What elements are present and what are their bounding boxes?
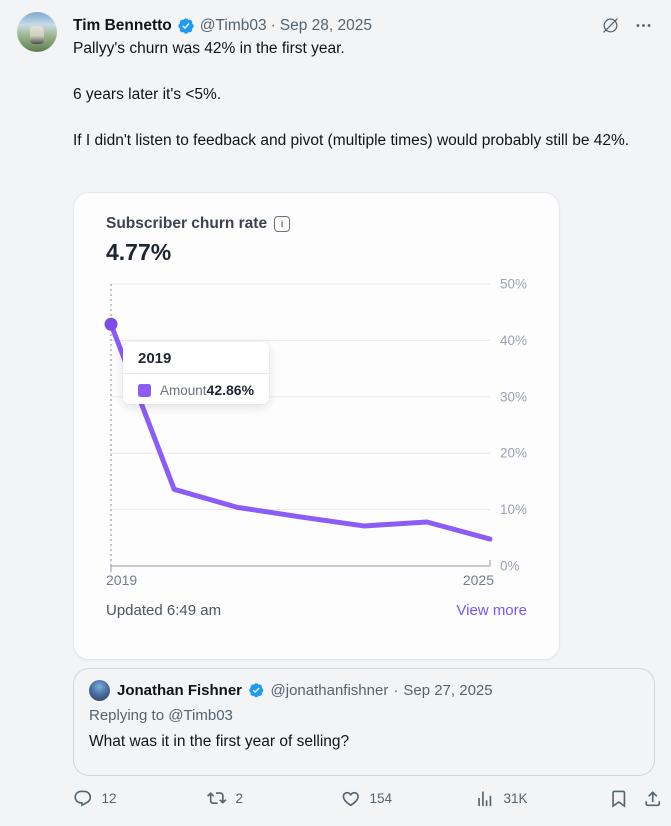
tweet-top-actions: [601, 16, 653, 35]
quoted-tweet-card[interactable]: Jonathan Fishner @jonathanfishner · Sep …: [73, 668, 655, 776]
share-button[interactable]: [643, 789, 663, 809]
quote-text: What was it in the first year of selling…: [89, 733, 350, 750]
svg-text:50%: 50%: [500, 277, 527, 292]
chart-tooltip: 2019 Amount 42.86%: [123, 342, 269, 404]
like-count: 154: [369, 791, 393, 807]
chart-card-footer: Updated 6:49 am View more: [106, 602, 527, 619]
repost-count: 2: [235, 791, 244, 807]
like-icon: [342, 791, 359, 807]
views-button[interactable]: 31K: [475, 789, 609, 809]
quote-meta-separator: ·: [393, 681, 399, 699]
svg-text:30%: 30%: [500, 389, 527, 404]
author-name[interactable]: Tim Bennetto: [73, 17, 172, 34]
like-button[interactable]: 154: [341, 789, 475, 809]
churn-headline-value: 4.77%: [106, 239, 172, 265]
views-icon: [478, 791, 492, 807]
author-handle[interactable]: @Timb03: [199, 17, 267, 34]
tweet-paragraph-3: If I didn't listen to feedback and pivot…: [73, 132, 630, 149]
svg-text:0%: 0%: [500, 559, 520, 574]
repost-button[interactable]: 2: [207, 789, 341, 809]
author-avatar[interactable]: [17, 12, 57, 52]
tooltip-year: 2019: [123, 342, 269, 374]
bookmark-icon: [612, 790, 626, 808]
reply-icon: [74, 790, 92, 807]
tooltip-series-label: Amount: [160, 382, 207, 398]
churn-chart-card: Subscriber churn rate i 4.77% 0% 10% 20% 30…: [73, 192, 560, 660]
tweet-paragraph-2: 6 years later it's <5%.: [73, 86, 222, 103]
series-swatch-icon: [138, 383, 151, 397]
svg-text:2025: 2025: [463, 572, 494, 588]
svg-text:20%: 20%: [500, 446, 527, 461]
more-menu-button[interactable]: [634, 16, 653, 35]
tweet-body: Pallyy's churn was 42% in the first year…: [73, 38, 655, 151]
quote-author-name[interactable]: Jonathan Fishner: [117, 681, 243, 699]
updated-timestamp: Updated 6:49 am: [106, 602, 222, 619]
tooltip-value: 42.86%: [206, 382, 255, 398]
churn-line-chart: 0% 10% 20% 30% 40% 50% 2019 2025: [104, 277, 527, 588]
grok-icon: [603, 18, 618, 33]
svg-text:40%: 40%: [500, 333, 527, 348]
tweet-action-bar: 12 2 154 31K: [73, 789, 662, 809]
views-count: 31K: [503, 791, 528, 807]
bookmark-button[interactable]: [609, 789, 629, 809]
meta-separator: ·: [270, 17, 276, 34]
replying-to-label: Replying to @Timb03: [89, 707, 233, 724]
tweet-date[interactable]: Sep 28, 2025: [279, 17, 372, 34]
quote-verified-badge-icon: [248, 682, 265, 699]
svg-text:2019: 2019: [106, 572, 137, 588]
svg-text:10%: 10%: [500, 502, 527, 517]
grok-actions-button[interactable]: [601, 16, 620, 35]
quote-author-row: Jonathan Fishner @jonathanfishner · Sep …: [89, 680, 639, 701]
tweet-paragraph-1: Pallyy's churn was 42% in the first year…: [73, 40, 345, 57]
quote-date: Sep 27, 2025: [403, 681, 493, 699]
info-icon[interactable]: i: [274, 216, 291, 232]
reply-button[interactable]: 12: [73, 789, 207, 809]
quote-author-handle: @jonathanfishner: [270, 681, 389, 699]
quote-author-avatar[interactable]: [89, 680, 110, 701]
chart-title: Subscriber churn rate i: [106, 215, 291, 233]
author-row: Tim Bennetto @Timb03 · Sep 28, 2025: [73, 16, 655, 36]
tweet-content: Tim Bennetto @Timb03 · Sep 28, 2025 Pall…: [73, 16, 655, 151]
bookmark-share-group: [609, 789, 662, 809]
reply-count: 12: [101, 791, 117, 807]
tooltip-row: Amount 42.86%: [123, 374, 269, 398]
verified-badge-icon: [177, 17, 195, 35]
view-more-link[interactable]: View more: [456, 602, 527, 619]
more-icon: [636, 24, 651, 27]
repost-icon: [207, 792, 227, 805]
share-icon: [644, 791, 660, 807]
